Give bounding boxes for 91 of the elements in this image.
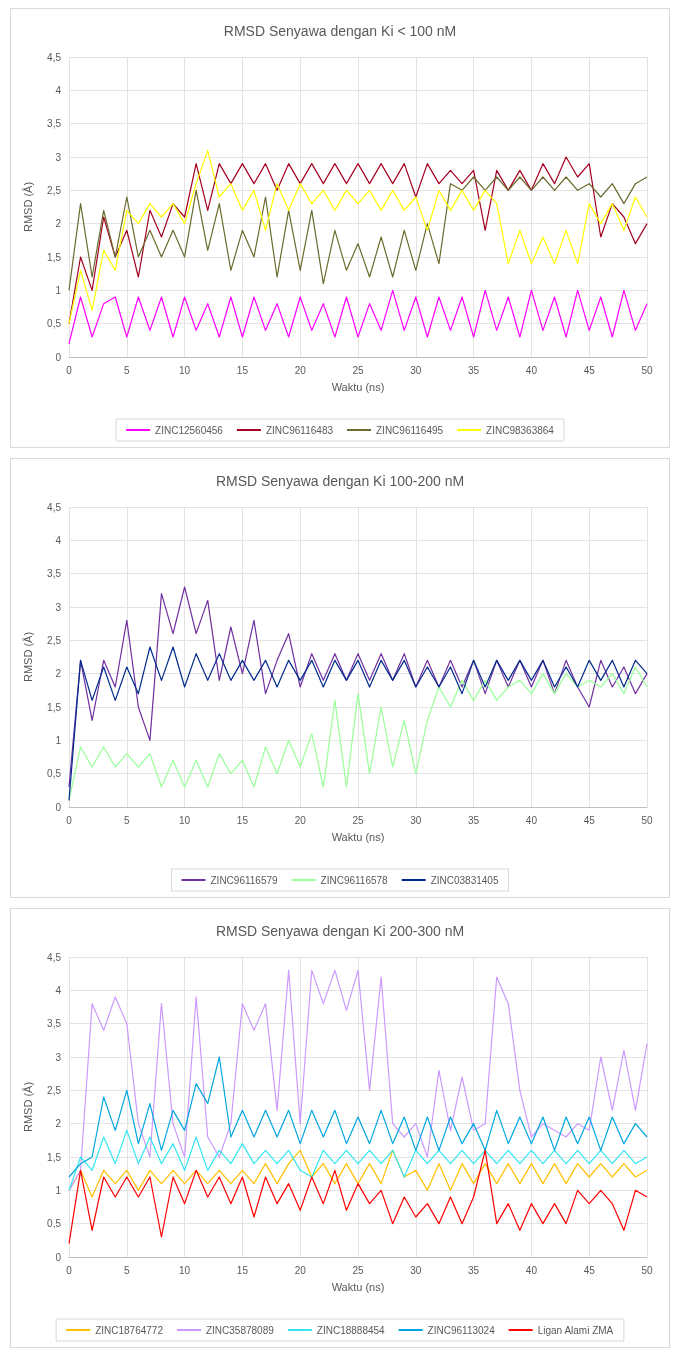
y-tick-label: 4 — [55, 984, 62, 996]
x-tick-label: 45 — [583, 814, 596, 826]
legend-label: ZINC03831405 — [430, 874, 499, 886]
y-tick-label: 0 — [55, 801, 62, 813]
chart-title: RMSD Senyawa dengan Ki 100-200 nM — [215, 473, 465, 489]
x-tick-label: 20 — [294, 364, 307, 376]
y-tick-label: 1,5 — [47, 251, 62, 263]
chart-title: RMSD Senyawa dengan Ki < 100 nM — [223, 23, 457, 39]
x-tick-label: 35 — [468, 1264, 480, 1276]
y-tick-label: 0 — [55, 1251, 62, 1263]
x-tick-label: 0 — [66, 814, 73, 826]
y-tick-label: 4,5 — [47, 51, 62, 63]
x-tick-label: 50 — [641, 364, 653, 376]
legend-label: Ligan Alami ZMA — [537, 1324, 614, 1336]
y-tick-label: 2,5 — [47, 184, 62, 196]
x-tick-label: 0 — [66, 364, 73, 376]
y-tick-label: 2,5 — [47, 634, 62, 646]
chart-title: RMSD Senyawa dengan Ki 200-300 nM — [215, 923, 465, 939]
y-tick-label: 1,5 — [47, 1151, 62, 1163]
x-tick-label: 25 — [352, 1264, 364, 1276]
legend-label: ZINC96116578 — [320, 874, 389, 886]
x-tick-label: 5 — [124, 364, 131, 376]
x-tick-label: 10 — [179, 364, 191, 376]
x-tick-label: 0 — [66, 1264, 73, 1276]
x-tick-label: 35 — [468, 364, 480, 376]
x-tick-label: 5 — [124, 1264, 131, 1276]
y-tick-label: 3 — [55, 601, 62, 613]
y-tick-label: 1 — [55, 734, 62, 746]
y-tick-label: 2,5 — [47, 1084, 62, 1096]
line-series — [68, 1129, 648, 1191]
y-tick-label: 1 — [55, 1184, 62, 1196]
y-axis-title: RMSD (Å) — [21, 631, 34, 683]
x-tick-label: 25 — [352, 364, 364, 376]
legend-label: ZINC18764772 — [95, 1324, 164, 1336]
y-tick-label: 4 — [55, 534, 62, 546]
x-tick-label: 40 — [525, 1264, 538, 1276]
y-tick-label: 3 — [55, 151, 62, 163]
line-series — [68, 969, 648, 1191]
line-series — [68, 176, 648, 291]
x-tick-label: 20 — [294, 814, 307, 826]
legend-label: ZINC96116495 — [376, 424, 444, 436]
x-tick-label: 35 — [468, 814, 480, 826]
legend-label: ZINC12560456 — [155, 424, 224, 436]
x-tick-label: 10 — [179, 1264, 191, 1276]
y-tick-label: 3,5 — [47, 568, 62, 580]
legend-label: ZINC96116483 — [265, 424, 334, 436]
x-tick-label: 50 — [641, 814, 653, 826]
legend-label: ZINC35878089 — [205, 1324, 275, 1336]
line-series — [68, 1149, 648, 1245]
x-tick-label: 15 — [236, 364, 249, 376]
x-tick-label: 30 — [410, 1264, 422, 1276]
y-axis-title: RMSD (Å) — [21, 1081, 34, 1133]
x-tick-label: 30 — [410, 364, 422, 376]
x-axis-title: Waktu (ns) — [331, 380, 385, 393]
y-tick-label: 0,5 — [47, 318, 62, 330]
x-tick-label: 45 — [583, 364, 596, 376]
x-tick-label: 5 — [124, 814, 131, 826]
x-tick-label: 15 — [236, 814, 249, 826]
legend-label: ZINC98363864 — [486, 424, 555, 436]
x-tick-label: 50 — [641, 1264, 653, 1276]
x-axis-title: Waktu (ns) — [331, 830, 385, 843]
y-tick-label: 0,5 — [47, 1218, 62, 1230]
x-tick-label: 20 — [294, 1264, 307, 1276]
legend-label: ZINC96116579 — [210, 874, 279, 886]
y-tick-label: 3,5 — [47, 118, 62, 130]
y-tick-label: 2 — [55, 668, 62, 680]
line-series — [68, 289, 648, 345]
x-tick-label: 10 — [179, 814, 191, 826]
x-tick-label: 15 — [236, 1264, 249, 1276]
x-tick-label: 30 — [410, 814, 422, 826]
y-tick-label: 4,5 — [47, 501, 62, 513]
y-tick-label: 1,5 — [47, 701, 62, 713]
legend-label: ZINC18888454 — [316, 1324, 386, 1336]
y-tick-label: 1 — [55, 284, 62, 296]
y-tick-label: 3 — [55, 1051, 62, 1063]
y-tick-label: 2 — [55, 1118, 62, 1130]
y-tick-label: 4 — [55, 84, 62, 96]
line-series — [68, 1056, 648, 1178]
y-tick-label: 0,5 — [47, 768, 62, 780]
x-axis-title: Waktu (ns) — [331, 1280, 385, 1293]
legend-label: ZINC96113024 — [427, 1324, 496, 1336]
y-tick-label: 0 — [55, 351, 62, 363]
line-series — [68, 586, 648, 788]
x-tick-label: 45 — [583, 1264, 596, 1276]
x-tick-label: 40 — [525, 364, 538, 376]
x-tick-label: 40 — [525, 814, 538, 826]
y-tick-label: 3,5 — [47, 1018, 62, 1030]
y-tick-label: 2 — [55, 218, 62, 230]
y-axis-title: RMSD (Å) — [21, 181, 34, 233]
y-tick-label: 4,5 — [47, 951, 62, 963]
x-tick-label: 25 — [352, 814, 364, 826]
